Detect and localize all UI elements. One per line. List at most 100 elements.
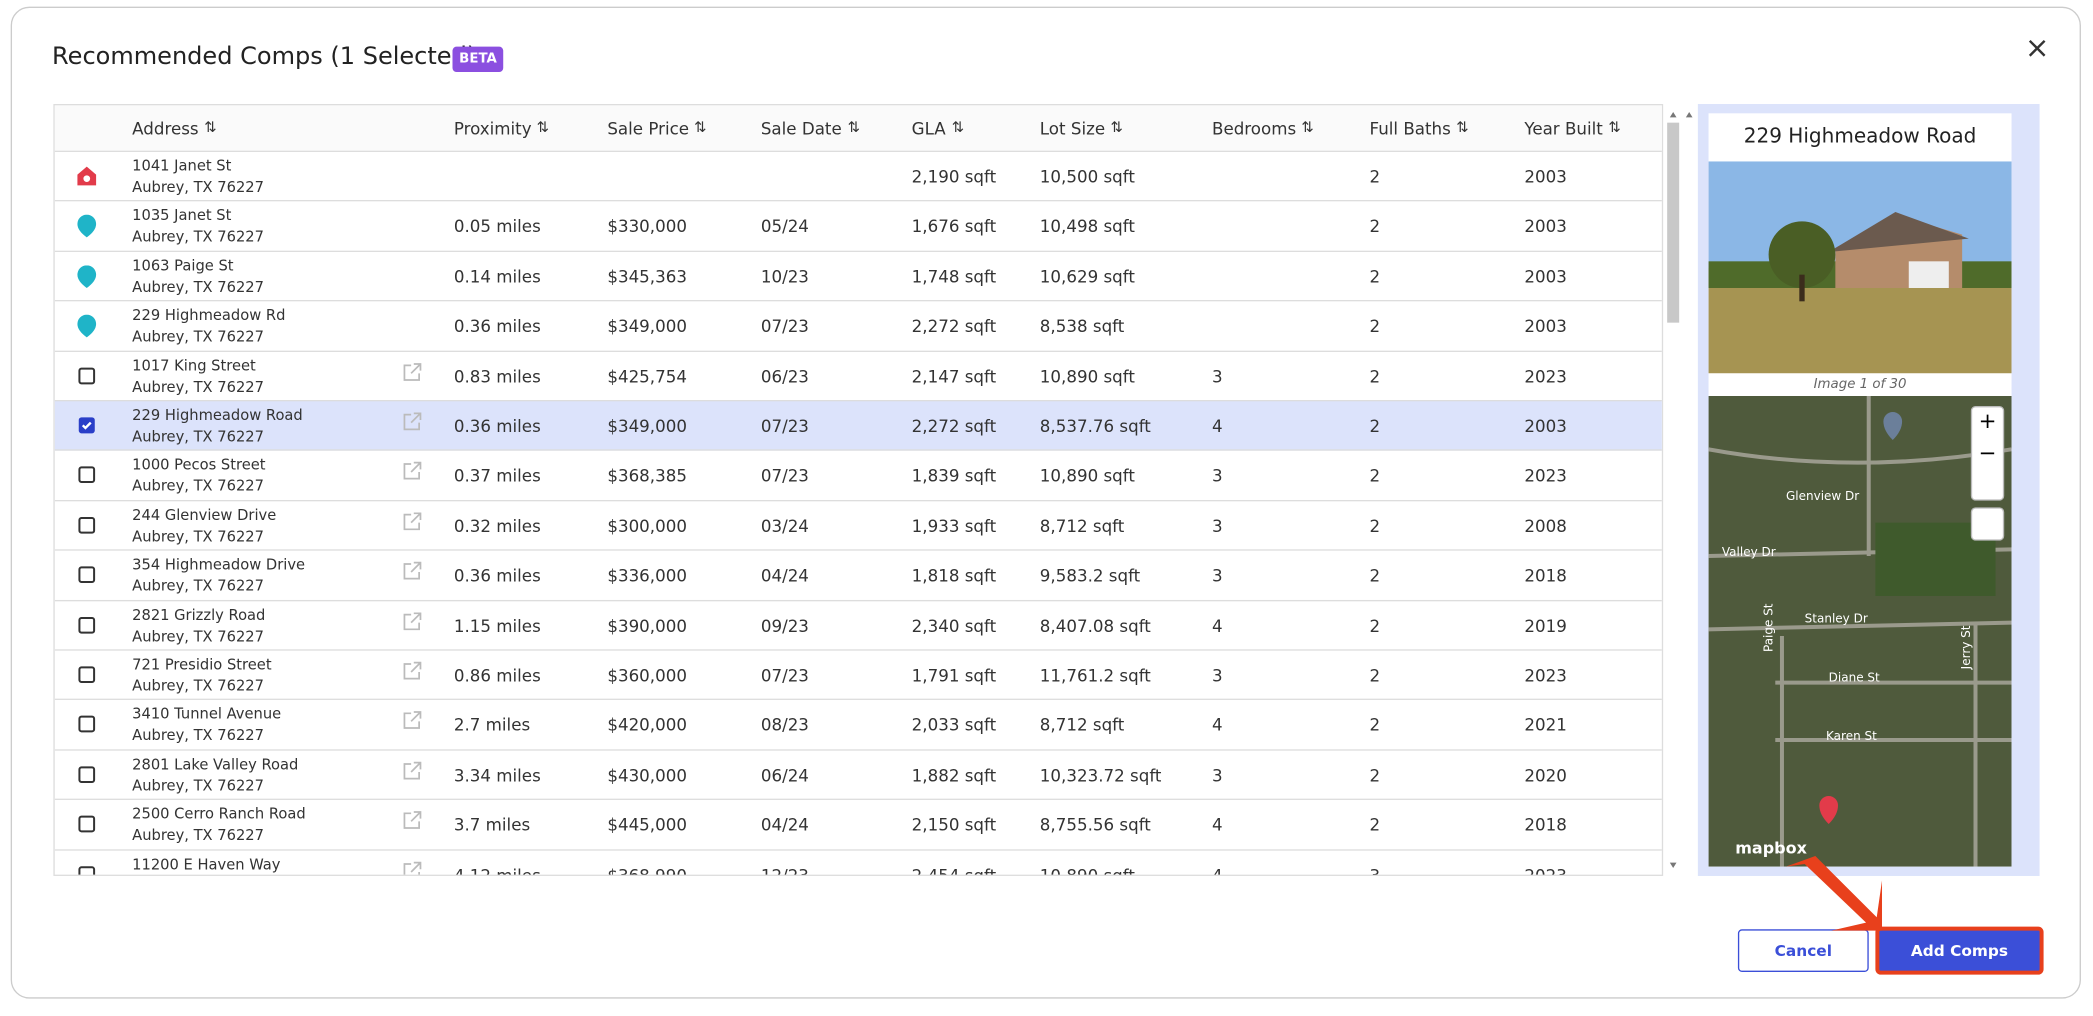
table-row[interactable]: 2500 Cerro Ranch Road Aubrey, TX 76227 3.7… — [54, 798, 1662, 850]
checkbox-icon[interactable] — [76, 664, 97, 688]
sort-icon[interactable]: ⇅ — [694, 118, 707, 136]
street-label: Jerry St — [1959, 625, 1973, 670]
cell: 3 — [1211, 465, 1223, 486]
cell: 2 — [1369, 366, 1381, 387]
cell: 2,454 sqft — [911, 864, 997, 876]
open-link[interactable] — [402, 660, 423, 687]
sort-icon[interactable]: ⇅ — [536, 118, 549, 136]
checkbox-icon[interactable] — [76, 415, 97, 439]
column-header[interactable]: Full Baths — [1369, 118, 1451, 139]
sort-icon[interactable]: ⇅ — [1456, 118, 1469, 136]
cell: 8,712 sqft — [1039, 715, 1125, 736]
column-header[interactable]: Sale Price — [607, 118, 690, 139]
checkbox-icon[interactable] — [76, 514, 97, 538]
open-link[interactable] — [402, 810, 423, 837]
cell: 07/23 — [760, 465, 809, 486]
table-row[interactable]: 1041 Janet St Aubrey, TX 76227 2,190 sqft 1… — [54, 150, 1662, 202]
checkbox-icon[interactable] — [76, 714, 97, 738]
open-link[interactable] — [402, 610, 423, 637]
column-header[interactable]: Proximity — [453, 118, 532, 139]
cell: 0.37 miles — [453, 465, 541, 486]
arrow — [1785, 855, 1883, 931]
cancel-button[interactable]: Cancel — [1737, 929, 1869, 972]
table-row[interactable]: 1017 King Street Aubrey, TX 76227 0.83 mil… — [54, 350, 1662, 401]
open-link[interactable] — [402, 411, 423, 438]
zoom-controls[interactable] — [1970, 405, 2005, 501]
sort-icon[interactable]: ⇅ — [847, 118, 860, 136]
open-link[interactable] — [402, 560, 423, 587]
checkbox-icon[interactable] — [76, 614, 97, 638]
cell: 2003 — [1524, 266, 1567, 287]
table-row[interactable]: 2801 Lake Valley Road Aubrey, TX 76227 3.3… — [54, 749, 1662, 800]
cell: 2020 — [1524, 765, 1567, 786]
column-header[interactable]: Address — [132, 118, 199, 139]
table-row[interactable]: 229 Highmeadow Road Aubrey, TX 76227 0.36 … — [54, 399, 1662, 451]
cell: 2,272 sqft — [911, 415, 997, 436]
checkbox-icon[interactable] — [76, 365, 97, 389]
cell: 12/23 — [760, 864, 809, 876]
table-row[interactable]: 229 Highmeadow Rd Aubrey, TX 76227 0.36 mi… — [54, 300, 1662, 351]
cell: 2021 — [1524, 715, 1567, 736]
cell: 2003 — [1524, 316, 1567, 337]
checkbox-icon[interactable] — [76, 764, 97, 788]
column-header[interactable]: Bedrooms — [1211, 118, 1297, 139]
table-row[interactable]: 11200 E Haven WayAubrey, TX 762274.12 mi… — [54, 848, 1662, 876]
address-street: 244 Glenview Drive — [132, 506, 277, 524]
table-row[interactable]: 244 Glenview Drive Aubrey, TX 76227 0.32 m… — [54, 499, 1662, 551]
sort-icon[interactable]: ⇅ — [951, 118, 965, 136]
table-row[interactable]: 721 Presidio Street Aubrey, TX 76227 0.86 … — [54, 649, 1662, 700]
table-row[interactable]: 2821 Grizzly Road Aubrey, TX 76227 1.15 mi… — [54, 599, 1662, 650]
address-city: Aubrey, TX 76227 — [132, 527, 264, 546]
cell: 2023 — [1524, 864, 1567, 876]
address-city: Aubrey, TX 76227 — [132, 427, 264, 446]
sort-icon[interactable]: ⇅ — [1608, 118, 1621, 136]
cell: 3 — [1211, 765, 1223, 786]
zoom-out[interactable]: − — [1979, 441, 1997, 466]
table-row[interactable]: 1063 Paige St Aubrey, TX 76227 0.14 miles $… — [54, 250, 1662, 301]
add-comps-button[interactable]: Add Comps — [1875, 926, 2044, 975]
zoom-in[interactable]: + — [1979, 409, 1997, 434]
cell: $336,000 — [607, 565, 687, 586]
cell: 1,748 sqft — [911, 266, 997, 287]
cell: 0.36 miles — [453, 565, 541, 586]
sort-icon[interactable]: ⇅ — [1110, 118, 1123, 136]
cell: 3 — [1211, 665, 1223, 686]
open-link[interactable] — [402, 760, 423, 787]
open-link[interactable] — [402, 710, 423, 737]
cell: 0.36 miles — [453, 316, 541, 337]
fullscreen[interactable] — [1970, 507, 2005, 541]
checkbox-icon[interactable] — [76, 564, 97, 588]
cell: 08/23 — [760, 715, 809, 736]
cell: $360,000 — [607, 665, 687, 686]
sort-icon[interactable]: ⇅ — [204, 118, 217, 136]
checkbox-icon[interactable] — [76, 465, 97, 489]
image-caption: Image 1 of 30 — [1813, 377, 1907, 392]
table-row[interactable]: 1000 Pecos Street Aubrey, TX 76227 0.37 mi… — [54, 449, 1662, 501]
address-street: 11200 E Haven Way — [132, 855, 281, 873]
open-link[interactable] — [402, 361, 423, 388]
table-row[interactable]: 354 Highmeadow Drive Aubrey, TX 76227 0.36… — [54, 549, 1662, 601]
open-link[interactable] — [402, 510, 423, 537]
table-row[interactable]: 3410 Tunnel Avenue Aubrey, TX 76227 2.7 mi… — [54, 699, 1662, 750]
checkbox-icon[interactable] — [76, 863, 97, 875]
open-link[interactable] — [402, 859, 423, 875]
column-header[interactable]: GLA — [911, 118, 946, 139]
scroll-thumb[interactable] — [1667, 122, 1680, 323]
address-street: 1041 Janet St — [132, 157, 232, 175]
column-header[interactable]: Year Built — [1524, 118, 1603, 139]
cell: $390,000 — [607, 615, 687, 636]
address-city: Aubrey, TX 76227 — [132, 577, 264, 595]
open-link[interactable] — [402, 461, 423, 488]
cell: 3 — [1211, 515, 1223, 536]
sort-icon[interactable]: ⇅ — [1301, 118, 1314, 136]
column-header[interactable]: Lot Size — [1039, 118, 1106, 139]
address-street: 1017 King Street — [132, 356, 256, 375]
column-header[interactable]: Sale Date — [760, 118, 842, 139]
cell: $300,000 — [607, 515, 687, 536]
map-pin — [1883, 411, 1903, 440]
close-button[interactable]: × — [2024, 31, 2050, 66]
table-row[interactable]: 1035 Janet St Aubrey, TX 76227 0.05 miles $… — [54, 200, 1662, 252]
cell: 2003 — [1524, 216, 1567, 237]
checkbox-icon[interactable] — [76, 814, 97, 838]
